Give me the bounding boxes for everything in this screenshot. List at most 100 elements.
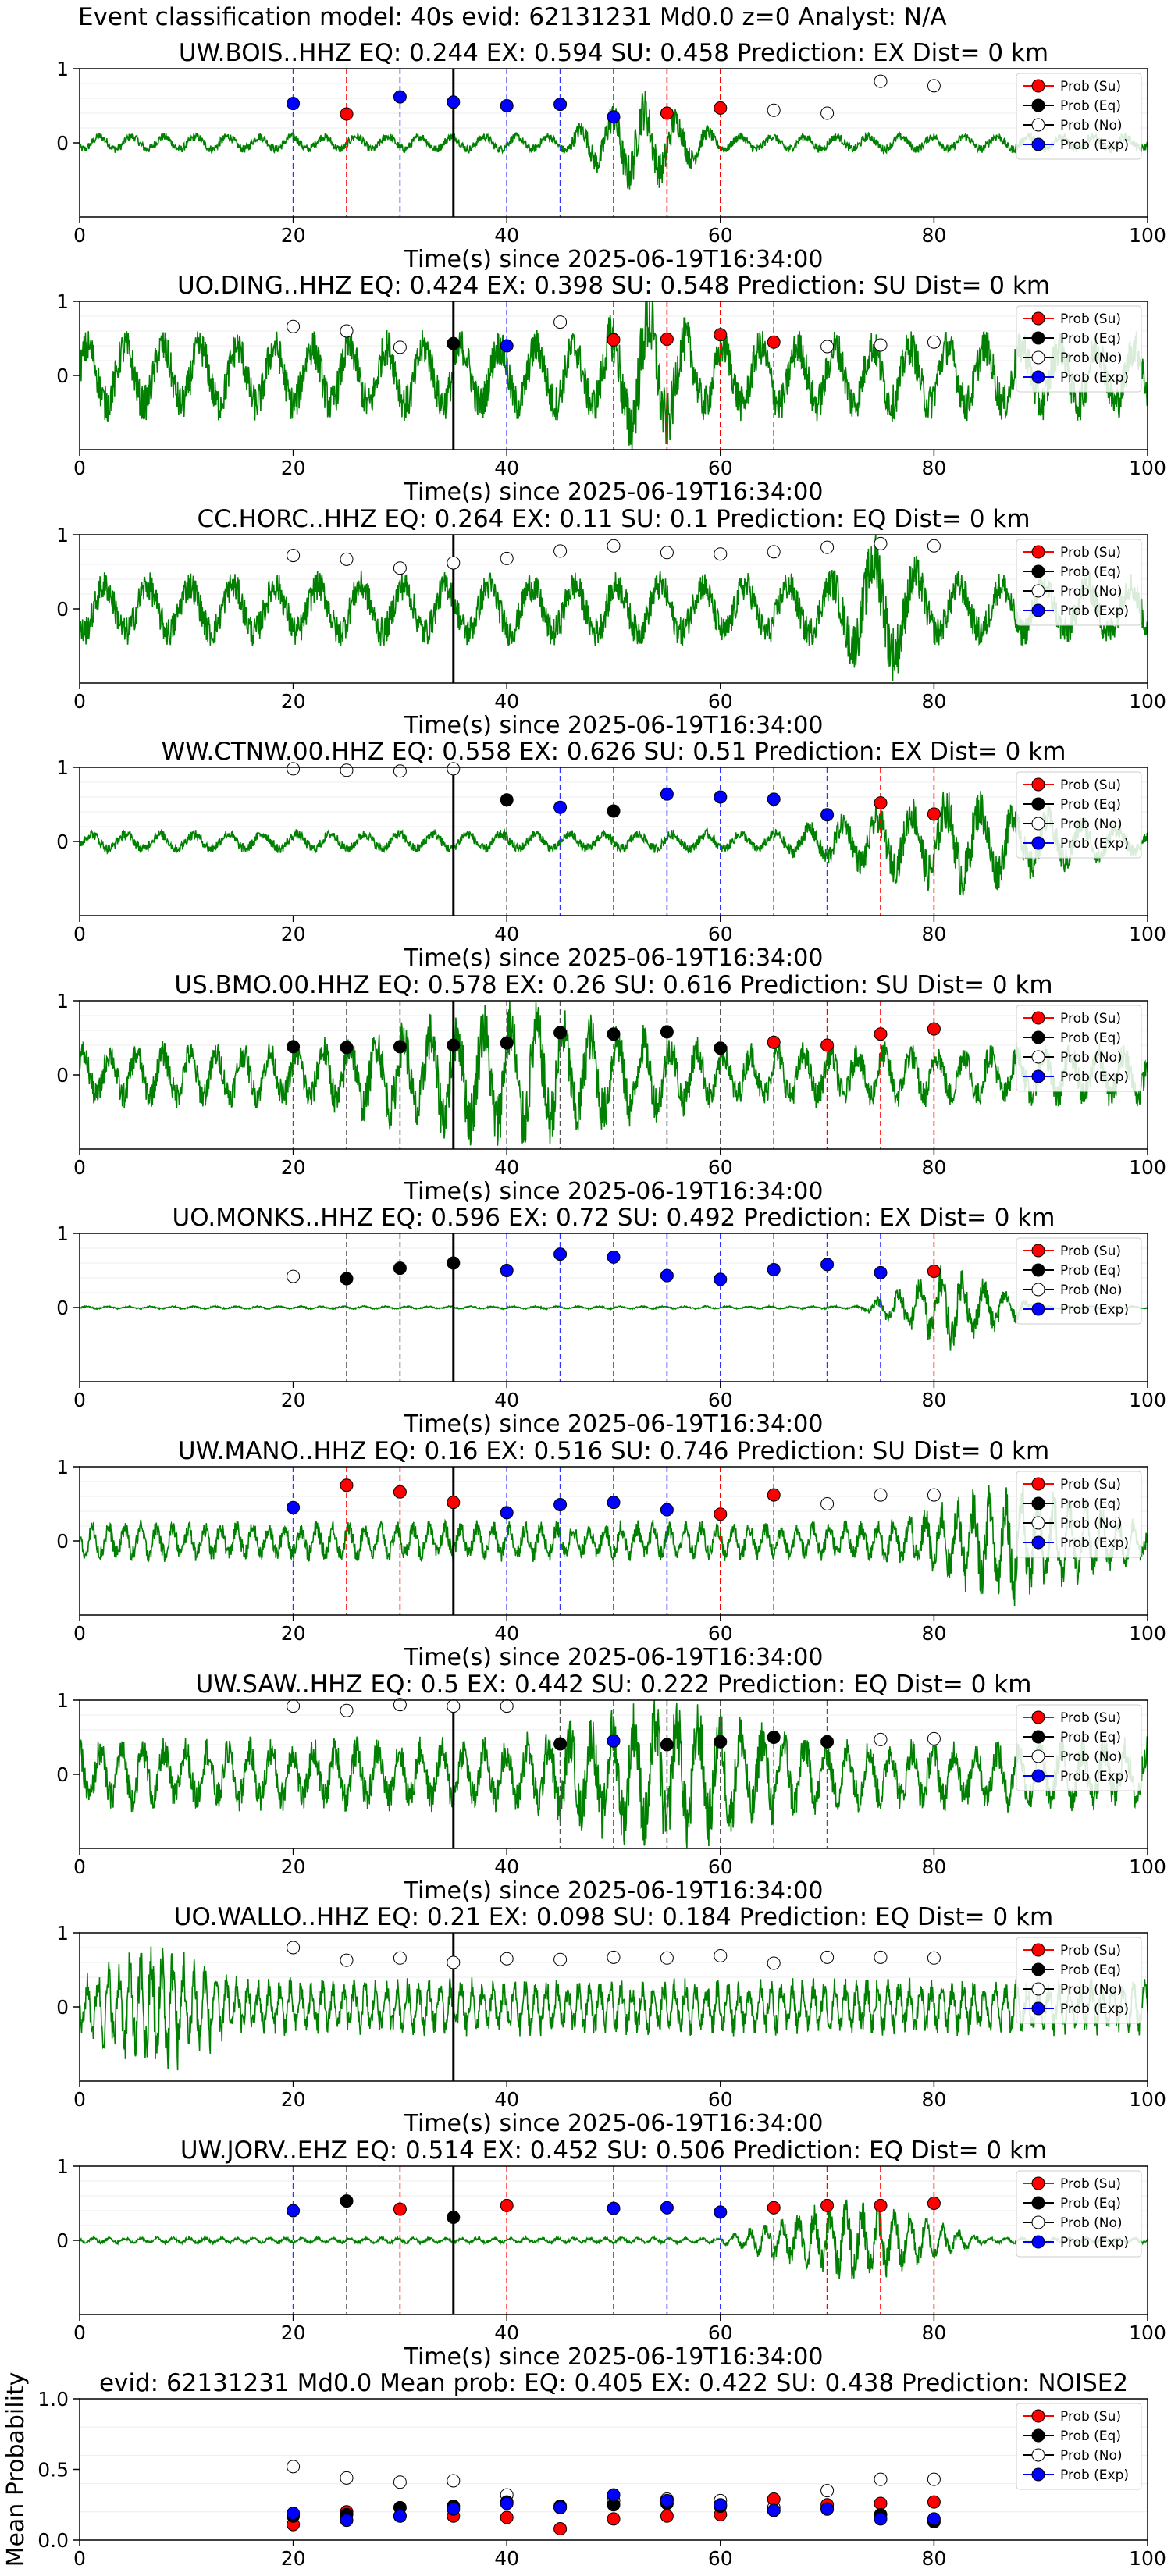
legend-label: Prob (No) [1060,1749,1123,1765]
x-tick-label: 0 [73,2322,86,2344]
legend-marker [1031,1302,1045,1316]
x-tick-label: 100 [1129,690,1166,713]
legend-marker [1031,137,1045,151]
x-tick-label: 20 [281,1389,306,1411]
x-axis-label: Time(s) since 2025-06-19T16:34:00 [404,1411,824,1438]
legend-marker [1031,836,1045,850]
x-tick-label: 0 [73,2088,86,2111]
x-tick-label: 60 [708,2088,733,2111]
x-tick-label: 100 [1129,1622,1166,1645]
prob-marker-su [874,1027,888,1041]
prob-marker-no [820,1497,835,1510]
y-tick-label: 1 [56,1689,69,1712]
seismic-trace [80,1480,1148,1606]
legend-label: Prob (No) [1060,2215,1123,2231]
legend-marker [1031,1535,1045,1550]
legend-label: Prob (Su) [1060,311,1121,327]
legend-box [1016,73,1142,160]
legend-label: Prob (Eq) [1060,331,1121,347]
y-tick-label: 0 [56,1763,69,1786]
panel-4: US.BMO.00.HHZ EQ: 0.578 EX: 0.26 SU: 0.6… [56,971,1166,1205]
x-tick-label: 80 [921,1156,946,1179]
legend-label: Prob (Exp) [1060,836,1129,852]
mean-marker-exp [660,2493,674,2507]
legend-marker [1031,817,1045,831]
legend-label: Prob (No) [1060,817,1123,832]
legend-label: Prob (Exp) [1060,2235,1129,2250]
x-tick-label: 20 [281,690,306,713]
panel-0: UW.BOIS..HHZ EQ: 0.244 EX: 0.594 SU: 0.4… [56,39,1166,273]
prob-marker-su [340,107,354,121]
x-tick-label: 0 [73,1389,86,1411]
x-tick-label: 100 [1129,457,1166,479]
prob-marker-exp [607,1734,621,1748]
prob-marker-exp [660,1268,674,1283]
mean-marker-exp [500,2496,514,2510]
panel-title: UW.BOIS..HHZ EQ: 0.244 EX: 0.594 SU: 0.4… [179,39,1048,67]
legend-marker [1031,1982,1045,1996]
x-tick-label: 0 [73,224,86,247]
x-tick-label: 40 [494,457,519,479]
x-tick-label: 60 [708,1622,733,1645]
prob-marker-su [500,2198,514,2212]
panel-title: UO.DING..HHZ EQ: 0.424 EX: 0.398 SU: 0.5… [177,272,1050,300]
prob-marker-su [714,101,728,115]
legend-marker [1031,1516,1045,1530]
legend-label: Prob (Exp) [1060,137,1129,153]
x-tick-label: 40 [494,2088,519,2111]
panel-2: CC.HORC..HHZ EQ: 0.264 EX: 0.11 SU: 0.1 … [56,505,1166,739]
prob-marker-no [287,319,301,333]
mean-marker-no [927,2472,941,2486]
legend-marker [1031,1496,1045,1510]
prob-marker-exp [287,97,301,111]
legend-label: Prob (Su) [1060,1244,1121,1259]
y-tick-label: 0 [56,132,69,155]
legend-box [1016,771,1142,859]
prob-marker-no [927,335,941,349]
prob-marker-no [553,544,568,558]
mean-marker-no [393,2475,407,2489]
prob-marker-exp [714,790,728,804]
x-tick-label: 80 [921,923,946,945]
prob-marker-su [660,106,674,120]
mean-marker-su [767,2492,781,2507]
prob-marker-no [820,340,835,354]
x-tick-label: 60 [708,2547,733,2570]
y-tick-label: 0 [56,598,69,621]
prob-marker-eq [553,1737,568,1751]
prob-marker-exp [660,1503,674,1517]
prob-marker-no [927,1731,941,1745]
y-axis-label: Mean Probability [2,2372,30,2567]
legend-box [1016,1237,1142,1325]
mean-marker-su [607,2512,621,2526]
mean-marker-exp [820,2502,835,2516]
legend-marker [1031,797,1045,811]
legend-label: Prob (Eq) [1060,1496,1121,1512]
legend-label: Prob (Eq) [1060,797,1121,813]
x-tick-label: 60 [708,1156,733,1179]
panel-title: US.BMO.00.HHZ EQ: 0.578 EX: 0.26 SU: 0.6… [174,971,1052,999]
x-tick-label: 100 [1129,1156,1166,1179]
legend-label: Prob (No) [1060,118,1123,133]
x-tick-label: 100 [1129,224,1166,247]
y-tick-label: 0 [56,1297,69,1319]
y-tick-label: 1.0 [37,2388,69,2411]
x-tick-label: 40 [494,2322,519,2344]
panel-title: UW.SAW..HHZ EQ: 0.5 EX: 0.442 SU: 0.222 … [196,1670,1032,1699]
legend-marker [1031,98,1045,112]
legend-marker [1031,2448,1045,2462]
legend-label: Prob (Su) [1060,1477,1121,1493]
prob-marker-exp [553,800,568,814]
legend-marker [1031,2196,1045,2210]
x-tick-label: 40 [494,2547,519,2570]
seismic-trace [80,535,1148,681]
prob-marker-no [393,764,407,778]
legend-label: Prob (Su) [1060,1011,1121,1026]
prob-marker-no [820,540,835,554]
prob-marker-no [447,1955,461,1969]
legend-label: Prob (Eq) [1060,564,1121,580]
y-tick-label: 1 [56,290,69,313]
legend-marker [1031,370,1045,384]
x-axis-label: Time(s) since 2025-06-19T16:34:00 [404,945,824,972]
x-tick-label: 0 [73,1856,86,1878]
